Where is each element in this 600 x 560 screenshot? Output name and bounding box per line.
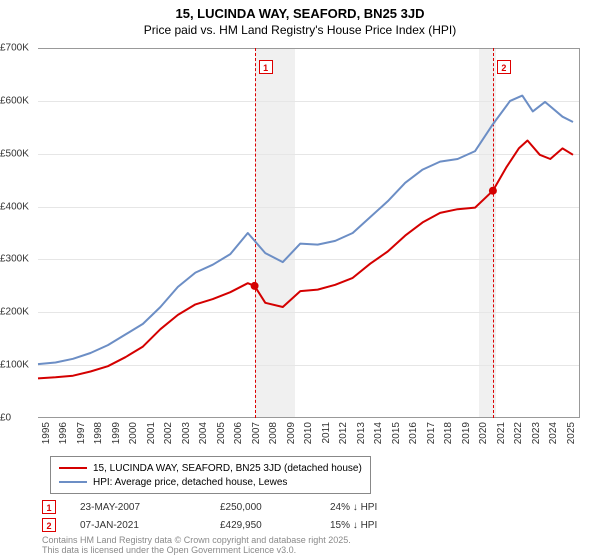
chart-container: 15, LUCINDA WAY, SEAFORD, BN25 3JD Price… bbox=[0, 0, 600, 560]
x-tick-label: 2001 bbox=[146, 422, 157, 444]
y-tick-label: £500K bbox=[0, 148, 36, 159]
x-tick-label: 1995 bbox=[41, 422, 52, 444]
title-line2: Price paid vs. HM Land Registry's House … bbox=[0, 23, 600, 37]
y-tick-label: £400K bbox=[0, 201, 36, 212]
legend-label-price-paid: 15, LUCINDA WAY, SEAFORD, BN25 3JD (deta… bbox=[93, 463, 362, 474]
x-tick-label: 2015 bbox=[391, 422, 402, 444]
legend-row-price-paid: 15, LUCINDA WAY, SEAFORD, BN25 3JD (deta… bbox=[59, 461, 362, 475]
marker-badge-2: 2 bbox=[42, 518, 56, 532]
x-tick-label: 2016 bbox=[408, 422, 419, 444]
x-tick-label: 2007 bbox=[251, 422, 262, 444]
y-tick-label: £700K bbox=[0, 43, 36, 54]
x-tick-label: 2020 bbox=[478, 422, 489, 444]
marker-badge-1: 1 bbox=[42, 500, 56, 514]
x-tick-label: 2006 bbox=[233, 422, 244, 444]
x-tick-label: 2013 bbox=[356, 422, 367, 444]
x-tick-label: 2000 bbox=[128, 422, 139, 444]
x-tick-label: 2019 bbox=[461, 422, 472, 444]
y-tick-label: £100K bbox=[0, 360, 36, 371]
x-tick-label: 2018 bbox=[443, 422, 454, 444]
x-tick-label: 2005 bbox=[216, 422, 227, 444]
x-tick-label: 2010 bbox=[303, 422, 314, 444]
footer-line2: This data is licensed under the Open Gov… bbox=[42, 546, 351, 556]
x-tick-label: 2017 bbox=[426, 422, 437, 444]
marker-pct-1: 24% ↓ HPI bbox=[330, 502, 430, 513]
x-tick-label: 2003 bbox=[181, 422, 192, 444]
marker-date-2: 07-JAN-2021 bbox=[80, 520, 220, 531]
marker-table-row-2: 2 07-JAN-2021 £429,950 15% ↓ HPI bbox=[42, 516, 430, 534]
x-tick-label: 2002 bbox=[163, 422, 174, 444]
footer-attribution: Contains HM Land Registry data © Crown c… bbox=[42, 536, 351, 556]
x-tick-label: 1997 bbox=[76, 422, 87, 444]
x-tick-label: 1996 bbox=[58, 422, 69, 444]
y-tick-label: £300K bbox=[0, 254, 36, 265]
x-tick-label: 1999 bbox=[111, 422, 122, 444]
x-tick-label: 2004 bbox=[198, 422, 209, 444]
x-tick-label: 2014 bbox=[373, 422, 384, 444]
marker-pct-2: 15% ↓ HPI bbox=[330, 520, 430, 531]
marker-price-1: £250,000 bbox=[220, 502, 330, 513]
marker-date-1: 23-MAY-2007 bbox=[80, 502, 220, 513]
title-block: 15, LUCINDA WAY, SEAFORD, BN25 3JD Price… bbox=[0, 0, 600, 37]
x-tick-label: 1998 bbox=[93, 422, 104, 444]
x-tick-label: 2008 bbox=[268, 422, 279, 444]
x-tick-label: 2025 bbox=[566, 422, 577, 444]
marker-price-2: £429,950 bbox=[220, 520, 330, 531]
x-tick-label: 2024 bbox=[548, 422, 559, 444]
marker-table: 1 23-MAY-2007 £250,000 24% ↓ HPI 2 07-JA… bbox=[42, 498, 430, 534]
legend-swatch-price-paid bbox=[59, 467, 87, 469]
y-tick-label: £600K bbox=[0, 95, 36, 106]
y-tick-label: £0 bbox=[0, 413, 36, 424]
legend-label-hpi: HPI: Average price, detached house, Lewe… bbox=[93, 477, 287, 488]
x-tick-label: 2021 bbox=[496, 422, 507, 444]
y-tick-label: £200K bbox=[0, 307, 36, 318]
title-line1: 15, LUCINDA WAY, SEAFORD, BN25 3JD bbox=[0, 6, 600, 21]
marker-table-row-1: 1 23-MAY-2007 £250,000 24% ↓ HPI bbox=[42, 498, 430, 516]
x-tick-label: 2009 bbox=[286, 422, 297, 444]
legend-row-hpi: HPI: Average price, detached house, Lewe… bbox=[59, 475, 362, 489]
x-tick-label: 2023 bbox=[531, 422, 542, 444]
x-tick-label: 2022 bbox=[513, 422, 524, 444]
x-tick-label: 2011 bbox=[321, 422, 332, 444]
plot-svg bbox=[38, 48, 580, 418]
x-tick-label: 2012 bbox=[338, 422, 349, 444]
legend-swatch-hpi bbox=[59, 481, 87, 483]
legend: 15, LUCINDA WAY, SEAFORD, BN25 3JD (deta… bbox=[50, 456, 371, 494]
